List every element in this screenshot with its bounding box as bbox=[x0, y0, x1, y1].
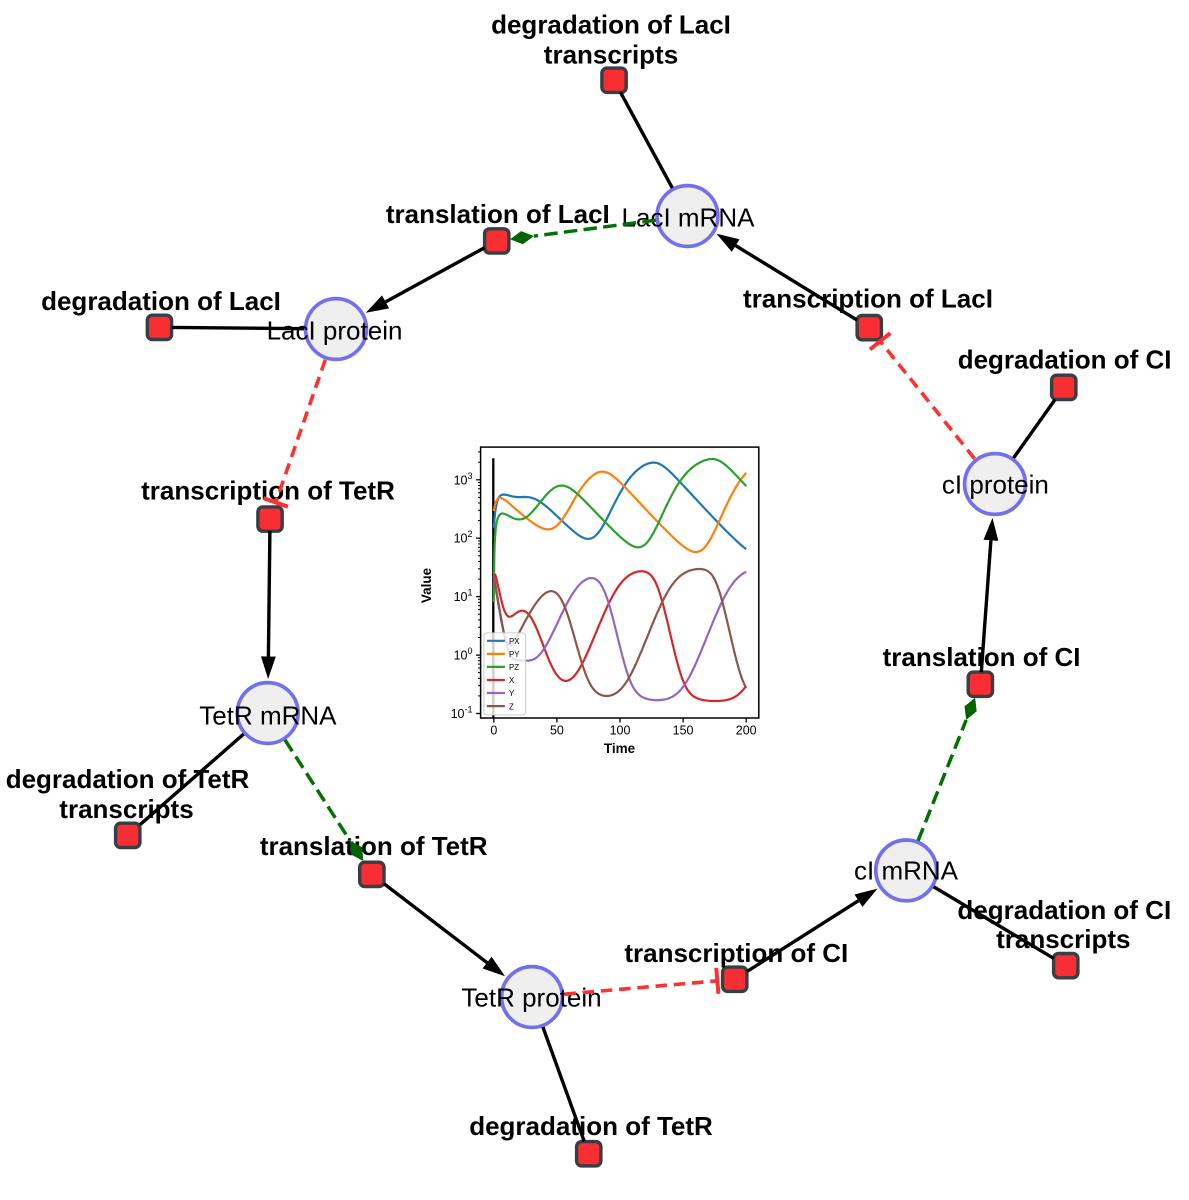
svg-text:transcripts: transcripts bbox=[544, 39, 678, 69]
svg-text:LacI protein: LacI protein bbox=[267, 315, 403, 345]
svg-text:Z: Z bbox=[509, 702, 514, 711]
svg-text:100: 100 bbox=[610, 724, 631, 738]
svg-text:degradation of LacI: degradation of LacI bbox=[41, 286, 281, 316]
svg-text:degradation of TetR: degradation of TetR bbox=[469, 1111, 713, 1141]
svg-text:cI protein: cI protein bbox=[942, 469, 1049, 499]
svg-text:Y: Y bbox=[509, 689, 515, 698]
svg-text:degradation of CI: degradation of CI bbox=[958, 344, 1172, 374]
svg-text:cI mRNA: cI mRNA bbox=[854, 856, 959, 886]
svg-text:Time: Time bbox=[604, 741, 636, 756]
svg-text:PY: PY bbox=[509, 650, 520, 659]
svg-text:200: 200 bbox=[736, 724, 757, 738]
svg-text:LacI mRNA: LacI mRNA bbox=[622, 202, 756, 232]
svg-text:degradation of TetR: degradation of TetR bbox=[6, 764, 250, 794]
svg-text:X: X bbox=[509, 676, 515, 685]
svg-text:0: 0 bbox=[490, 724, 497, 738]
svg-text:transcription of LacI: transcription of LacI bbox=[743, 283, 993, 313]
svg-text:degradation of LacI: degradation of LacI bbox=[491, 9, 731, 39]
svg-text:TetR mRNA: TetR mRNA bbox=[199, 700, 337, 730]
svg-text:150: 150 bbox=[673, 724, 694, 738]
svg-text:PZ: PZ bbox=[509, 663, 519, 672]
svg-text:PX: PX bbox=[509, 637, 520, 646]
svg-text:transcription of CI: transcription of CI bbox=[624, 938, 848, 968]
svg-text:translation of TetR: translation of TetR bbox=[260, 831, 488, 861]
svg-text:translation of LacI: translation of LacI bbox=[386, 199, 610, 229]
svg-text:TetR protein: TetR protein bbox=[461, 982, 601, 1012]
svg-text:50: 50 bbox=[550, 724, 564, 738]
svg-text:degradation of CI: degradation of CI bbox=[957, 895, 1171, 925]
svg-text:transcripts: transcripts bbox=[59, 794, 193, 824]
svg-text:transcripts: transcripts bbox=[996, 924, 1130, 954]
svg-text:Value: Value bbox=[419, 567, 434, 603]
